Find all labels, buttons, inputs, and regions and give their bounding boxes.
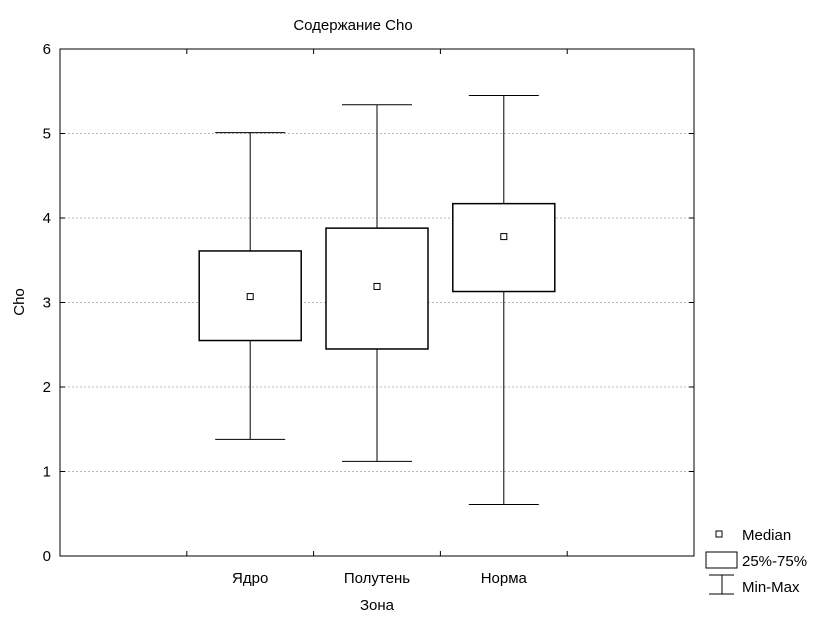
y-axis-label: Cho bbox=[11, 288, 28, 316]
legend-median-label: Median bbox=[742, 527, 791, 544]
y-tick-label: 5 bbox=[43, 126, 51, 143]
boxes bbox=[198, 94, 556, 505]
median-marker bbox=[246, 293, 254, 301]
legend-minmax-label: Min-Max bbox=[742, 579, 800, 596]
legend: Median 25%-75% Min-Max bbox=[705, 527, 807, 596]
legend-median-marker bbox=[715, 530, 723, 538]
x-axis-label: Зона bbox=[360, 597, 395, 614]
chart-title: Содержание Cho bbox=[293, 17, 412, 34]
box-2 bbox=[325, 104, 429, 462]
x-tick-label: Норма bbox=[481, 570, 528, 587]
legend-iqr-box bbox=[705, 551, 738, 569]
box-3 bbox=[452, 94, 556, 505]
x-tick-label: Ядро bbox=[232, 570, 268, 587]
x-tick-label: Полутень bbox=[344, 570, 410, 587]
y-tick-label: 4 bbox=[43, 210, 51, 227]
iqr-box bbox=[452, 202, 556, 293]
y-tick-label: 1 bbox=[43, 464, 51, 481]
legend-minmax-symbol bbox=[709, 574, 734, 595]
y-tick-label: 3 bbox=[43, 295, 51, 312]
y-tick-label: 2 bbox=[43, 379, 51, 396]
median-marker bbox=[500, 233, 508, 241]
y-tick-label: 6 bbox=[43, 41, 51, 58]
median-marker bbox=[373, 282, 381, 290]
y-tick-label: 0 bbox=[43, 548, 51, 565]
x-axis: Ядро Полутень Норма bbox=[186, 49, 568, 587]
legend-iqr-label: 25%-75% bbox=[742, 553, 807, 570]
y-axis: 0 1 2 3 4 5 6 bbox=[43, 41, 694, 565]
box-1 bbox=[198, 132, 302, 440]
